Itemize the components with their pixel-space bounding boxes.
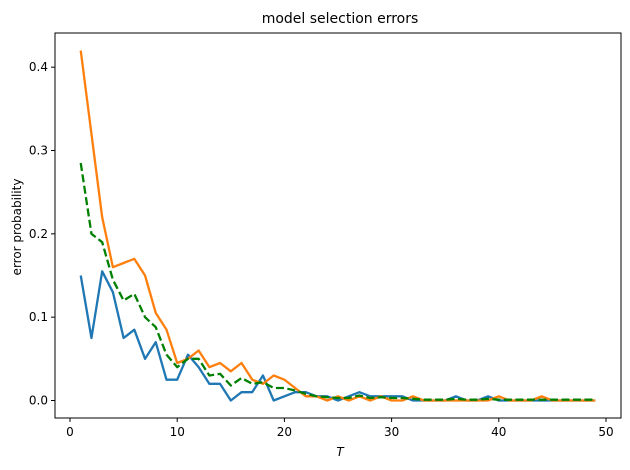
x-tick-label: 40 xyxy=(491,425,506,439)
y-tick-label: 0.1 xyxy=(29,310,48,324)
chart-title: model selection errors xyxy=(262,11,419,27)
y-axis-label: error probability xyxy=(10,179,24,276)
series-layer xyxy=(79,50,596,402)
plot-frame xyxy=(54,32,622,419)
axes-layer: 0 10 20 30 40 50 0.0 0.1 0.2 0.3 0.4 xyxy=(29,32,622,439)
x-tick-label: 10 xyxy=(170,425,185,439)
y-tick-label: 0.0 xyxy=(29,394,48,408)
x-tick-label: 50 xyxy=(598,425,613,439)
y-tick-label: 0.4 xyxy=(29,60,48,74)
x-tick-label: 20 xyxy=(277,425,292,439)
y-tick-label: 0.2 xyxy=(29,227,48,241)
x-tick-label: 30 xyxy=(384,425,399,439)
x-tick-label: 0 xyxy=(66,425,74,439)
series-line-3 xyxy=(79,162,596,401)
y-tick-label: 0.3 xyxy=(29,144,48,158)
x-axis-label: T xyxy=(336,445,345,459)
